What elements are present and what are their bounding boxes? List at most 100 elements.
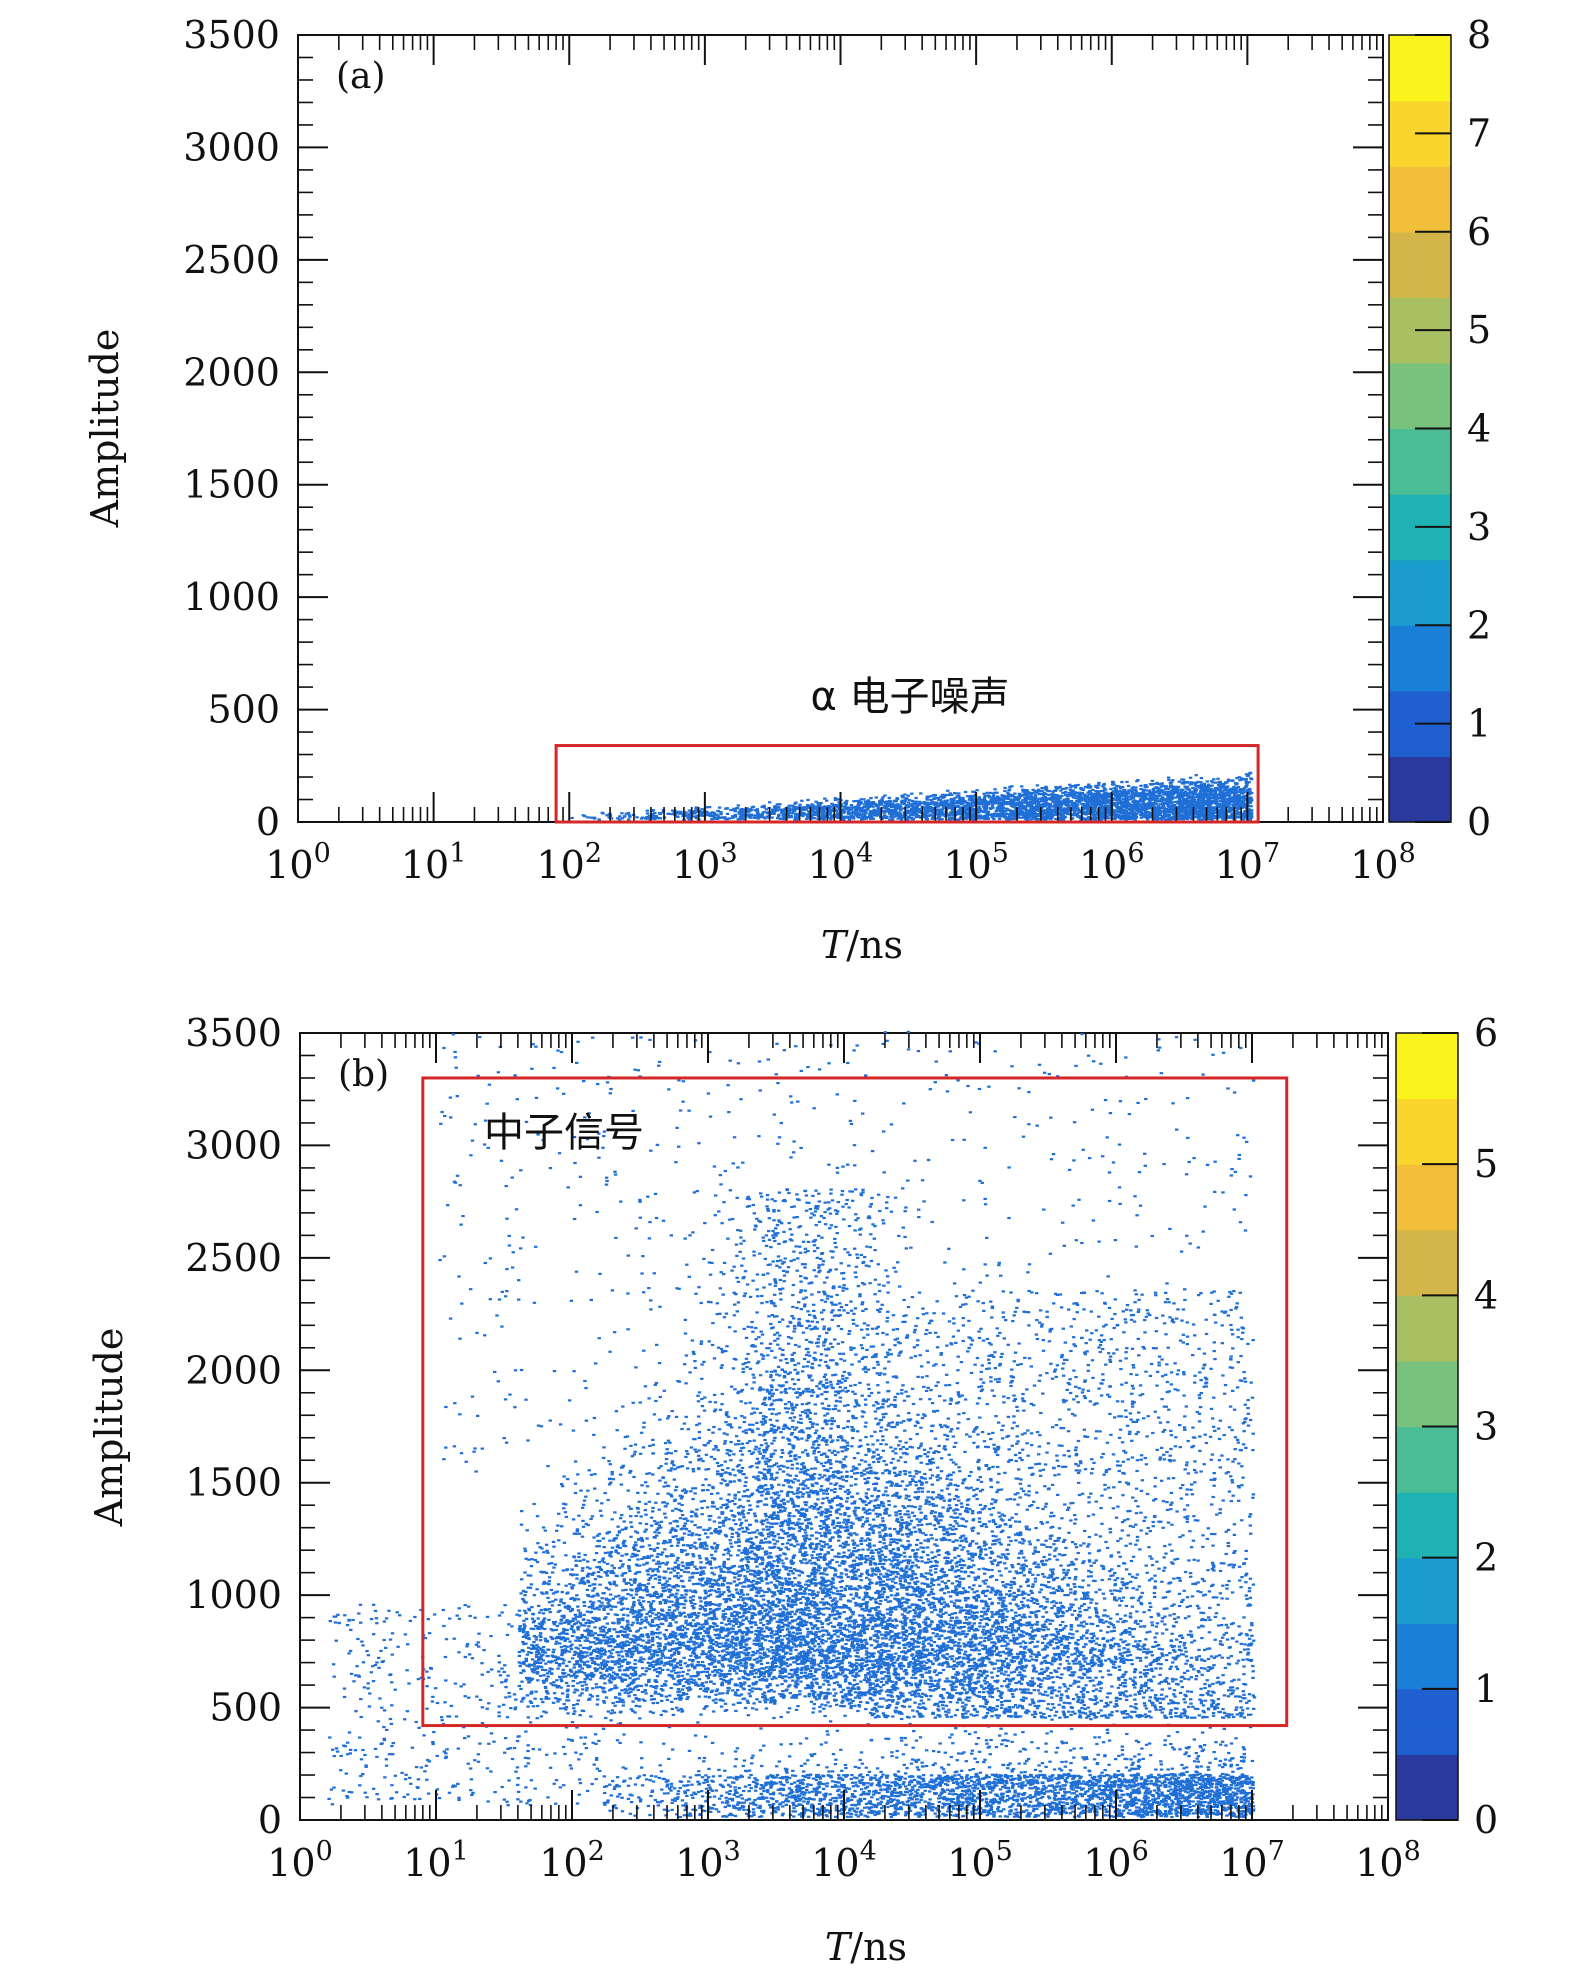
panel-a-point-2097 <box>1167 806 1171 809</box>
panel-a-point-3540 <box>1145 797 1149 800</box>
panel-a-point-4111 <box>1006 818 1011 821</box>
panel-a-x-tick-label: 102 <box>536 838 602 887</box>
panel-a-point-2718 <box>687 809 692 812</box>
panel-a-x-tick-exponent: 0 <box>314 838 331 869</box>
panel-a-point-1397 <box>1085 801 1089 804</box>
panel-a-point-2250 <box>828 807 832 810</box>
panel-a-point-2066 <box>989 801 993 804</box>
panel-a-point-3876 <box>1197 794 1202 797</box>
panel-a-point-3460 <box>761 805 765 808</box>
panel-a-point-2838 <box>946 799 950 802</box>
panel-a-point-3990 <box>687 813 691 816</box>
panel-a-point-4068 <box>1121 800 1126 803</box>
panel-a-point-4088 <box>1086 794 1090 797</box>
panel-a-point-2400 <box>1130 817 1135 820</box>
panel-a-point-1164 <box>1168 811 1172 814</box>
panel-a-point-4030 <box>964 807 968 810</box>
panel-a-point-2884 <box>861 817 865 821</box>
panel-a-point-171 <box>883 794 887 797</box>
panel-a-point-3655 <box>878 799 882 802</box>
panel-a-point-2959 <box>1085 809 1090 812</box>
panel-a-point-852 <box>884 816 889 820</box>
panel-a-point-3244 <box>1223 782 1228 785</box>
panel-a-point-3392 <box>957 792 961 795</box>
panel-a-point-3899 <box>1210 788 1214 791</box>
panel-a-point-670 <box>1030 812 1034 815</box>
panel-a-point-1154 <box>627 814 632 817</box>
panel-a-point-2166 <box>1178 804 1183 807</box>
panel-b-point-332 <box>1189 1676 1193 1679</box>
panel-a-colorbar-step <box>1389 264 1451 298</box>
panel-a-colorbar-step <box>1389 789 1451 823</box>
panel-a-point-2836 <box>645 812 650 815</box>
panel-a-point-454 <box>1244 780 1248 783</box>
panel-a-point-1515 <box>1071 789 1075 792</box>
panel-b-point-418 <box>1055 1558 1059 1561</box>
panel-a-point-3425 <box>787 811 792 814</box>
panel-a-point-2001 <box>914 800 918 803</box>
panel-a-point-3883 <box>1065 787 1069 790</box>
panel-b-point-136 <box>953 1512 957 1515</box>
panel-a-point-1502 <box>1016 816 1020 819</box>
panel-a-point-3780 <box>1058 800 1062 803</box>
panel-a-point-4178 <box>881 796 885 799</box>
panel-a-point-2783 <box>971 790 975 793</box>
panel-a-point-3576 <box>965 813 969 816</box>
panel-a-point-3557 <box>1135 780 1139 783</box>
panel-a-point-4020 <box>772 806 777 809</box>
panel-a-point-49 <box>830 802 834 805</box>
panel-a-point-1780 <box>923 814 927 817</box>
panel-b-point-422 <box>881 1435 885 1438</box>
panel-a-point-2999 <box>985 800 989 804</box>
panel-a-point-2181 <box>878 801 883 804</box>
panel-a-point-3810 <box>963 809 967 812</box>
panel-a-point-4058 <box>1133 817 1138 820</box>
panel-a-point-2205 <box>1234 792 1238 795</box>
panel-a-point-4001 <box>1241 818 1245 821</box>
panel-a-point-2456 <box>860 816 864 819</box>
panel-a-point-3117 <box>1213 787 1218 790</box>
panel-a-point-3738 <box>1178 807 1182 810</box>
panel-a-x-tick-base: 10 <box>1079 843 1127 887</box>
panel-a-point-831 <box>839 810 844 813</box>
panel-a-point-1068 <box>790 812 795 815</box>
panel-a-point-3450 <box>1029 798 1033 801</box>
panel-a-point-1217 <box>889 810 893 813</box>
panel-a-point-3741 <box>1237 776 1241 779</box>
panel-a-point-1588 <box>1003 796 1007 799</box>
panel-a-point-2245 <box>1236 815 1241 818</box>
panel-b-point-363 <box>1166 1521 1171 1524</box>
panel-a-point-4014 <box>1169 806 1173 809</box>
panel-a-point-3880 <box>925 809 930 812</box>
panel-a-point-1531 <box>886 808 890 811</box>
panel-a-point-4093 <box>1025 818 1030 821</box>
panel-a-point-2237 <box>866 816 870 819</box>
panel-a-point-1460 <box>1194 785 1199 788</box>
panel-a-point-4027 <box>1121 815 1125 818</box>
panel-a-point-3897 <box>1083 818 1088 821</box>
panel-a-point-4065 <box>1243 797 1247 800</box>
panel-a-point-3834 <box>1014 796 1018 799</box>
panel-a-point-4084 <box>885 804 889 807</box>
panel-a-point-1191 <box>618 815 622 818</box>
panel-a-point-1149 <box>1120 781 1124 784</box>
panel-a-x-axis-title: T/ns <box>821 923 903 967</box>
panel-a-point-1129 <box>1226 779 1231 782</box>
panel-a-point-1278 <box>1080 810 1085 813</box>
panel-a-point-1769 <box>995 802 999 805</box>
panel-b-point-317 <box>793 1613 797 1616</box>
panel-a-point-1865 <box>810 803 814 806</box>
panel-a-point-4076 <box>1145 816 1150 819</box>
panel-a-point-2467 <box>816 815 820 818</box>
panel-a-point-1642 <box>855 808 859 811</box>
panel-a-point-4161 <box>1127 816 1132 819</box>
panel-a-point-3940 <box>1019 802 1023 805</box>
panel-a-point-3424 <box>719 813 723 816</box>
panel-a-point-4105 <box>995 806 1000 809</box>
panel-a-point-3216 <box>1084 785 1088 789</box>
panel-a-point-2387 <box>840 805 845 808</box>
panel-a-point-2786 <box>1017 796 1022 800</box>
panel-a-point-998 <box>1068 788 1073 792</box>
panel-a-point-2341 <box>1185 792 1189 795</box>
panel-a-point-1024 <box>1097 796 1102 799</box>
